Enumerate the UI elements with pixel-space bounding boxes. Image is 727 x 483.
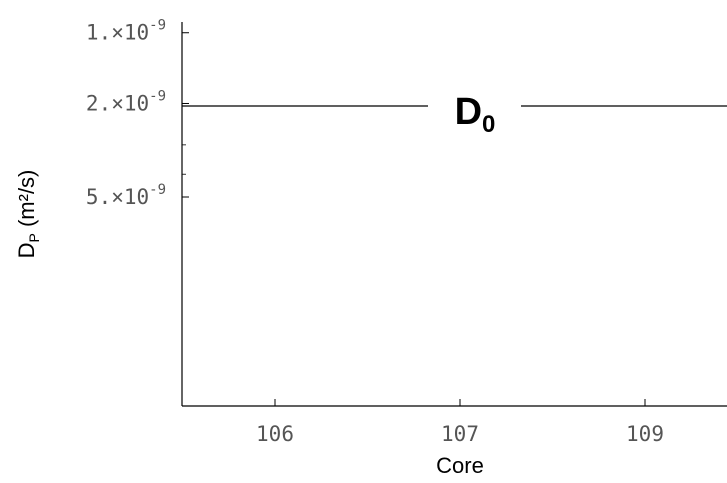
reference-line-label: D0 xyxy=(455,91,496,138)
y-ticks: 2.×10-105.×10-101.×10-92.×10-95.×10-9 xyxy=(86,18,189,209)
y-axis-label-sub: P xyxy=(26,233,42,242)
x-tick-label: 109 xyxy=(626,422,664,446)
y-axis-label-rest: (m²/s) xyxy=(14,170,39,234)
x-ticks: 106 107 109 xyxy=(256,399,664,446)
y-axis-label-main: D xyxy=(14,242,39,258)
x-tick-label: 106 xyxy=(256,422,294,446)
axes xyxy=(181,22,727,407)
y-tick-label: 5.×10-9 xyxy=(86,182,166,209)
y-axis-label: DP (m²/s) xyxy=(14,170,42,259)
y-tick-label: 1.×10-9 xyxy=(86,18,166,45)
x-axis-label: Core xyxy=(436,453,484,478)
x-tick-label: 107 xyxy=(441,422,479,446)
y-tick-label: 2.×10-9 xyxy=(86,88,166,115)
reference-line: D0 xyxy=(182,91,727,138)
